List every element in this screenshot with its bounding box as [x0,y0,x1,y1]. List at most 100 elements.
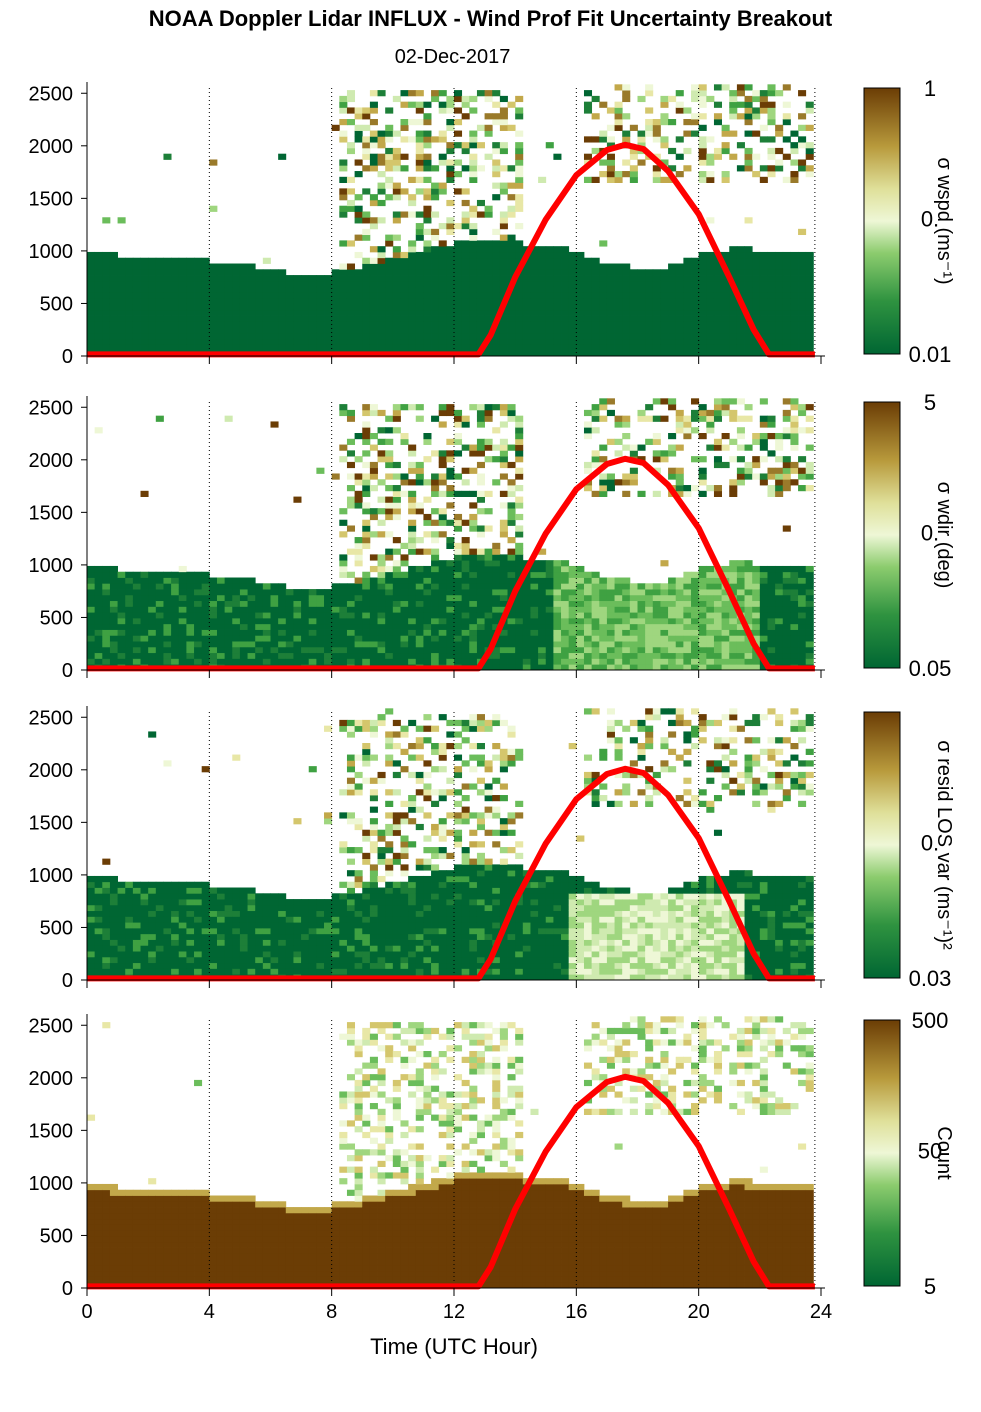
heatmap-cell [155,606,164,613]
heatmap-cell [691,292,700,299]
heatmap-cell [790,321,799,328]
heatmap-cell [247,286,256,293]
heatmap-cell [301,922,310,929]
heatmap-cell [102,899,111,906]
heatmap-cell [255,275,264,282]
heatmap-cell [446,612,455,619]
heatmap-cell [369,513,378,521]
heatmap-cell [775,263,784,270]
heatmap-cell [545,583,554,590]
heatmap-cell [362,404,371,411]
heatmap-cell [270,968,279,975]
heatmap-cell [415,315,424,322]
heatmap-cell [392,153,401,160]
heatmap-cell [216,606,226,613]
heatmap-cell [438,240,447,247]
heatmap-cell [446,107,455,114]
heatmap-cell [132,652,141,659]
heatmap-cell [668,467,677,474]
heatmap-cell [599,583,608,590]
heatmap-cell [484,124,493,131]
heatmap-cell [446,147,455,155]
heatmap-cell [278,606,287,613]
heatmap-cell [362,450,371,457]
heatmap-cell [148,286,157,293]
heatmap-cell [752,571,761,578]
heatmap-cell [262,916,271,923]
heatmap-cell [87,292,96,299]
heatmap-cell [614,646,623,654]
heatmap-cell [232,275,241,282]
heatmap-cell [293,303,302,311]
heatmap-cell [354,479,363,486]
heatmap-cell [423,496,432,503]
heatmap-cell [668,433,677,440]
heatmap-cell [691,664,700,671]
heatmap-cell [392,165,401,172]
heatmap-cell [400,554,409,561]
heatmap-cell [775,577,784,584]
heatmap-cell [752,171,761,178]
heatmap-cell [285,315,294,322]
heatmap-cell [285,623,294,630]
heatmap-cell [652,176,661,183]
heatmap-cell [247,904,256,912]
heatmap-cell [392,577,401,584]
heatmap-cell [331,641,340,648]
heatmap-cell [798,404,807,411]
heatmap-cell [553,583,562,590]
heatmap-cell [400,623,409,630]
heatmap-cell [331,652,340,659]
heatmap-cell [155,910,164,917]
heatmap-cell [645,344,654,351]
heatmap-cell [438,560,447,567]
heatmap-cell [637,583,646,590]
heatmap-cell [102,887,111,894]
heatmap-cell [782,652,791,659]
heatmap-cell [476,303,485,311]
heatmap-cell [247,327,256,334]
heatmap-cell [270,600,279,607]
heatmap-cell [484,600,493,607]
heatmap-cell [216,968,226,975]
heatmap-cell [530,617,539,625]
heatmap-cell [561,280,570,288]
heatmap-cell [400,90,409,97]
heatmap-cell [155,327,164,334]
heatmap-cell [561,303,570,311]
heatmap-cell [293,600,302,607]
heatmap-cell [94,635,103,642]
heatmap-cell [591,490,600,497]
heatmap-cell [278,338,287,345]
heatmap-cell [538,646,547,654]
heatmap-cell [232,315,241,322]
heatmap-cell [614,479,623,486]
heatmap-cell [668,450,677,457]
heatmap-cell [645,119,654,126]
heatmap-cell [385,606,394,613]
heatmap-cell [369,153,378,160]
heatmap-cell [163,933,172,940]
heatmap-cell [392,583,401,590]
heatmap-cell [125,571,134,578]
heatmap-cell [239,315,248,322]
heatmap-cell [591,332,600,340]
heatmap-cell [201,641,210,648]
heatmap-cell [308,315,317,322]
heatmap-cell [125,646,134,654]
heatmap-cell [492,589,501,596]
heatmap-cell [132,933,141,940]
heatmap-cell [87,275,96,282]
heatmap-cell [339,939,348,946]
heatmap-cell [132,327,141,334]
heatmap-cell [454,658,463,665]
heatmap-cell [568,571,577,578]
heatmap-cell [476,269,485,276]
heatmap-cell [507,298,516,305]
heatmap-cell [744,658,753,665]
heatmap-cell [331,315,340,322]
heatmap-cell [362,502,371,509]
heatmap-cell [515,542,524,550]
heatmap-cell [415,600,424,607]
heatmap-cell [698,606,707,613]
